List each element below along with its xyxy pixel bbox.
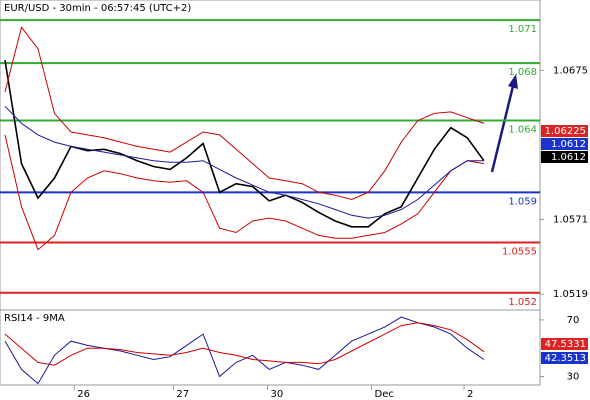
level-label: 1.052 (508, 297, 537, 308)
price-box (541, 138, 588, 150)
price-line (4, 105, 484, 219)
x-tick-label: 2 (467, 389, 473, 400)
rsi-box-label: 42.3513 (545, 353, 586, 364)
x-tick-label: Dec (375, 389, 394, 400)
forecast-arrow (490, 81, 516, 173)
level-label: 1.0555 (502, 247, 537, 258)
price-line (4, 134, 484, 251)
price-line (4, 60, 485, 228)
forecast-arrow-head (508, 74, 518, 89)
level-label: 1.064 (508, 125, 537, 136)
price-box-label: 1.0612 (551, 152, 586, 163)
x-tick-label: 30 (271, 389, 284, 400)
rsi-tick-label: 70 (567, 315, 580, 326)
x-tick-label: 27 (176, 389, 189, 400)
price-box (541, 151, 588, 163)
price-box-label: 1.06225 (545, 126, 586, 137)
rsi-line (4, 316, 485, 385)
price-box-label: 1.0612 (551, 139, 586, 150)
y-tick-label: 1.0675 (553, 65, 588, 76)
level-label: 1.068 (508, 67, 537, 78)
price-line (4, 26, 485, 201)
rsi-title: RSI14 - 9MA (4, 313, 65, 324)
chart-title: EUR/USD - 30min - 06:57:45 (UTC+2) (4, 3, 191, 14)
level-label: 1.071 (508, 24, 537, 35)
rsi-box (541, 338, 588, 350)
y-tick-label: 1.0571 (553, 215, 588, 226)
rsi-tick-label: 30 (567, 372, 580, 383)
x-tick-label: 26 (77, 389, 90, 400)
rsi-box (541, 352, 588, 364)
rsi-box-label: 47.5331 (545, 339, 586, 350)
level-label: 1.059 (508, 196, 537, 207)
price-box (541, 125, 588, 137)
y-tick-label: 1.0519 (553, 289, 588, 300)
rsi-line (4, 322, 485, 366)
